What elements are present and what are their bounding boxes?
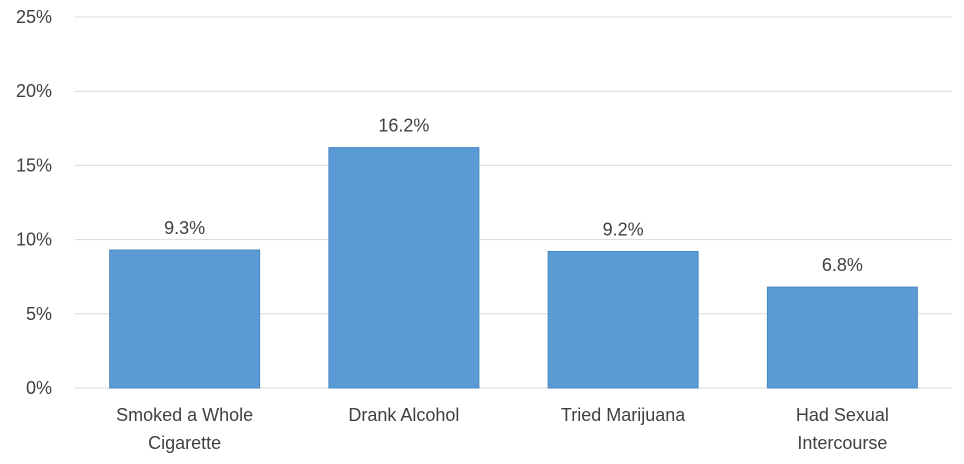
x-category-label-line: Intercourse <box>797 433 887 453</box>
y-tick-label: 10% <box>16 230 52 250</box>
x-category-label-line: Drank Alcohol <box>348 405 459 425</box>
x-category-label: Tried Marijuana <box>561 405 686 425</box>
y-tick-label: 5% <box>26 304 52 324</box>
bar-0 <box>109 249 261 389</box>
bar-1 <box>328 147 480 389</box>
y-axis-tick-labels: 0% 5% 10% 15% 20% 25% <box>16 7 52 398</box>
x-axis-category-labels: Smoked a Whole Cigarette Drank Alcohol Trie… <box>116 405 889 453</box>
y-tick-label: 20% <box>16 81 52 101</box>
data-label: 9.3% <box>164 218 205 238</box>
bars <box>109 147 918 389</box>
x-category-label-line: Tried Marijuana <box>561 405 686 425</box>
data-label: 16.2% <box>378 116 429 136</box>
data-labels: 9.3% 16.2% 9.2% 6.8% <box>164 116 863 275</box>
x-category-label: Had Sexual Intercourse <box>796 405 889 453</box>
x-category-label-line: Had Sexual <box>796 405 889 425</box>
data-label: 6.8% <box>822 255 863 275</box>
x-category-label-line: Smoked a Whole <box>116 405 253 425</box>
bar-2 <box>547 250 699 389</box>
data-label: 9.2% <box>603 219 644 239</box>
bar-3 <box>766 286 918 389</box>
x-category-label: Smoked a Whole Cigarette <box>116 405 253 453</box>
y-tick-label: 25% <box>16 7 52 27</box>
y-tick-label: 15% <box>16 155 52 175</box>
x-category-label-line: Cigarette <box>148 433 221 453</box>
y-tick-label: 0% <box>26 378 52 398</box>
x-category-label: Drank Alcohol <box>348 405 459 425</box>
